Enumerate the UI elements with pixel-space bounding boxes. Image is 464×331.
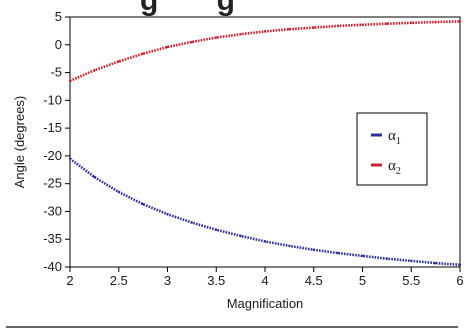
clipped-title: g g (140, 0, 235, 17)
data-point-alpha2 (336, 24, 340, 28)
data-point-alpha1 (288, 244, 291, 248)
data-point-alpha1 (336, 251, 340, 255)
legend-label-alpha2: α2 (388, 158, 401, 177)
x-tick-label: 4.5 (305, 273, 323, 288)
data-point-alpha2 (68, 79, 72, 83)
data-point-alpha2 (239, 33, 242, 36)
y-tick-label: -25 (43, 176, 62, 191)
x-axis-title: Magnification (227, 296, 304, 311)
data-point-alpha1 (93, 175, 96, 179)
data-point-alpha1 (117, 190, 120, 194)
y-tick-label: -5 (50, 65, 62, 80)
y-tick-label: 5 (55, 9, 62, 24)
x-tick-label: 5 (359, 273, 366, 288)
data-point-alpha1 (458, 263, 462, 266)
data-point-alpha1 (166, 213, 169, 216)
data-point-alpha2 (141, 52, 145, 55)
data-point-alpha2 (434, 20, 437, 24)
y-tick-label: -15 (43, 120, 62, 135)
y-axis: 5 0 -5 -10 -15 -20 -25 -30 -35 -40 (43, 9, 70, 274)
x-tick-label: 3 (164, 273, 171, 288)
data-point-alpha2 (312, 26, 315, 29)
data-point-alpha1 (410, 259, 413, 263)
data-point-alpha1 (385, 257, 389, 260)
x-tick-label: 5.5 (402, 273, 420, 288)
x-tick-label: 3.5 (207, 273, 225, 288)
data-point-alpha2 (215, 36, 218, 39)
data-point-alpha2 (458, 20, 462, 23)
legend-box (356, 112, 428, 186)
y-tick-label: -20 (43, 148, 62, 163)
data-point-alpha2 (385, 22, 389, 25)
data-point-alpha1 (434, 261, 437, 265)
x-tick-label: 4 (261, 273, 268, 288)
data-point-alpha1 (68, 157, 72, 160)
y-tick-label: -40 (43, 259, 62, 274)
data-point-alpha2 (263, 30, 267, 33)
data-point-alpha2 (410, 21, 413, 25)
data-point-alpha1 (190, 221, 194, 224)
legend: α1 α2 (356, 112, 428, 186)
data-point-alpha2 (166, 45, 169, 49)
data-point-alpha2 (288, 28, 291, 31)
x-tick-label: 6 (456, 273, 463, 288)
x-tick-label: 2.5 (110, 273, 128, 288)
data-point-alpha1 (263, 240, 267, 243)
series-layer (68, 20, 462, 267)
data-point-alpha1 (141, 203, 145, 206)
x-tick-label: 2 (66, 273, 73, 288)
data-point-alpha1 (239, 234, 242, 238)
y-tick-label: 0 (55, 37, 62, 52)
y-axis-title: Angle (degrees) (12, 96, 27, 189)
data-point-alpha2 (361, 23, 364, 26)
y-tick-label: -35 (43, 231, 62, 246)
data-point-alpha2 (93, 69, 96, 72)
data-point-alpha2 (117, 60, 120, 63)
x-axis: 2 2.5 3 3.5 4 4.5 5 5.5 6 (66, 267, 464, 288)
data-point-alpha1 (215, 228, 218, 231)
data-point-alpha1 (361, 254, 364, 258)
data-point-alpha1 (312, 248, 315, 251)
y-tick-label: -30 (43, 203, 62, 218)
legend-label-alpha1: α1 (388, 128, 401, 147)
y-tick-label: -10 (43, 92, 62, 107)
data-point-alpha2 (190, 40, 194, 44)
